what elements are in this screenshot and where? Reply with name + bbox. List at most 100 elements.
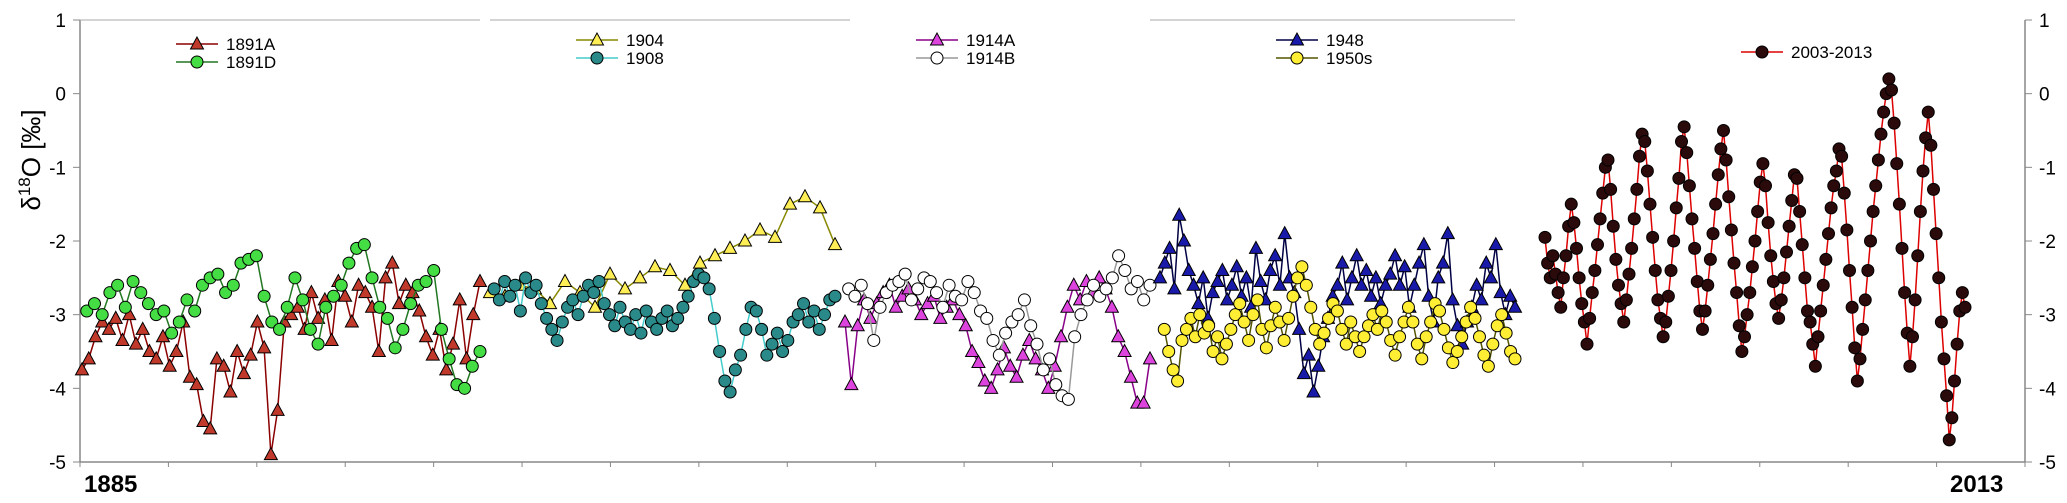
data-point <box>384 255 400 269</box>
data-point <box>1388 348 1402 362</box>
series-1891A <box>74 255 488 461</box>
data-point <box>1874 127 1888 141</box>
data-point <box>216 358 232 372</box>
data-point <box>211 267 225 281</box>
data-point <box>1330 277 1345 291</box>
data-point <box>867 333 881 347</box>
data-point <box>310 310 326 324</box>
data-point <box>1049 378 1063 392</box>
data-point <box>288 271 302 285</box>
data-point <box>1215 262 1230 276</box>
data-point <box>1406 315 1420 329</box>
data-point <box>992 348 1006 362</box>
data-point <box>1814 304 1828 318</box>
data-point <box>1696 322 1709 336</box>
data-point <box>226 278 240 292</box>
data-point <box>1495 308 1509 322</box>
y-tick-label-left: 1 <box>55 11 66 32</box>
data-point <box>1450 345 1464 358</box>
data-point <box>812 199 828 214</box>
data-point <box>1242 333 1256 347</box>
data-point <box>172 315 186 329</box>
data-point <box>465 359 479 373</box>
data-point <box>180 293 194 307</box>
data-point <box>752 221 768 236</box>
data-point <box>1664 263 1678 277</box>
legend-label: 1914A <box>966 31 1016 50</box>
data-point <box>1368 269 1384 284</box>
data-point <box>660 304 674 318</box>
data-point <box>1942 433 1956 447</box>
data-point <box>1508 352 1522 366</box>
legend-marker <box>929 31 945 46</box>
data-point <box>1871 153 1885 167</box>
data-point <box>1210 273 1225 288</box>
data-point <box>1060 299 1075 313</box>
data-point <box>74 361 90 376</box>
data-point <box>1349 247 1365 262</box>
legend-marker <box>1289 31 1305 46</box>
data-point <box>1869 179 1883 193</box>
data-point <box>1646 230 1660 244</box>
data-point <box>1850 374 1864 388</box>
data-point <box>1397 258 1413 273</box>
data-point <box>396 322 410 336</box>
data-point <box>473 345 487 358</box>
data-point <box>1924 138 1938 152</box>
data-point <box>1335 322 1349 336</box>
data-point <box>1130 275 1144 289</box>
data-point <box>1430 269 1446 284</box>
data-point <box>1370 322 1384 336</box>
data-point <box>380 311 394 325</box>
data-point <box>411 302 427 317</box>
data-point <box>1709 197 1723 211</box>
data-point <box>1551 286 1565 300</box>
y-tick-label-right: -4 <box>2039 379 2056 400</box>
data-point <box>1253 273 1269 288</box>
data-point <box>1455 330 1469 344</box>
data-point <box>1011 308 1025 322</box>
data-point <box>438 361 454 376</box>
data-point <box>1162 345 1176 358</box>
data-point <box>263 446 279 461</box>
data-point <box>243 347 258 361</box>
data-point <box>1625 241 1639 255</box>
legend-marker <box>589 31 605 46</box>
data-point <box>391 295 407 310</box>
data-point <box>1205 284 1221 299</box>
legend-marker <box>1755 45 1769 59</box>
y-tick-label-left: -1 <box>49 158 66 179</box>
axes: 1 1 0 0 -1 -1 -2 -2 -3 -3 -4 -4 -5 -5 <box>49 11 2056 474</box>
data-point <box>676 300 690 314</box>
data-point <box>458 381 472 395</box>
data-point <box>844 376 859 391</box>
data-point <box>1002 358 1018 372</box>
data-point <box>932 310 948 324</box>
data-point <box>1295 260 1309 274</box>
data-point <box>1486 337 1500 351</box>
data-point <box>1237 315 1251 329</box>
data-point <box>1546 249 1560 263</box>
data-point <box>1606 219 1620 233</box>
data-point <box>1816 278 1830 292</box>
data-point <box>1061 392 1075 406</box>
data-point <box>81 350 97 365</box>
data-point <box>95 308 109 322</box>
data-point <box>1166 363 1180 377</box>
data-point <box>1017 293 1031 307</box>
data-point <box>818 308 832 322</box>
data-point <box>1808 359 1822 373</box>
data-point <box>1643 197 1657 211</box>
data-point <box>1688 241 1702 255</box>
data-point <box>860 297 874 311</box>
data-point <box>1378 277 1393 291</box>
data-point <box>555 315 569 329</box>
data-point <box>1228 308 1242 322</box>
data-point <box>1206 345 1220 358</box>
data-point <box>1745 260 1759 274</box>
data-point <box>1474 291 1489 306</box>
data-point <box>1538 230 1552 244</box>
data-point <box>1375 304 1389 318</box>
series-1914B <box>842 249 1157 406</box>
